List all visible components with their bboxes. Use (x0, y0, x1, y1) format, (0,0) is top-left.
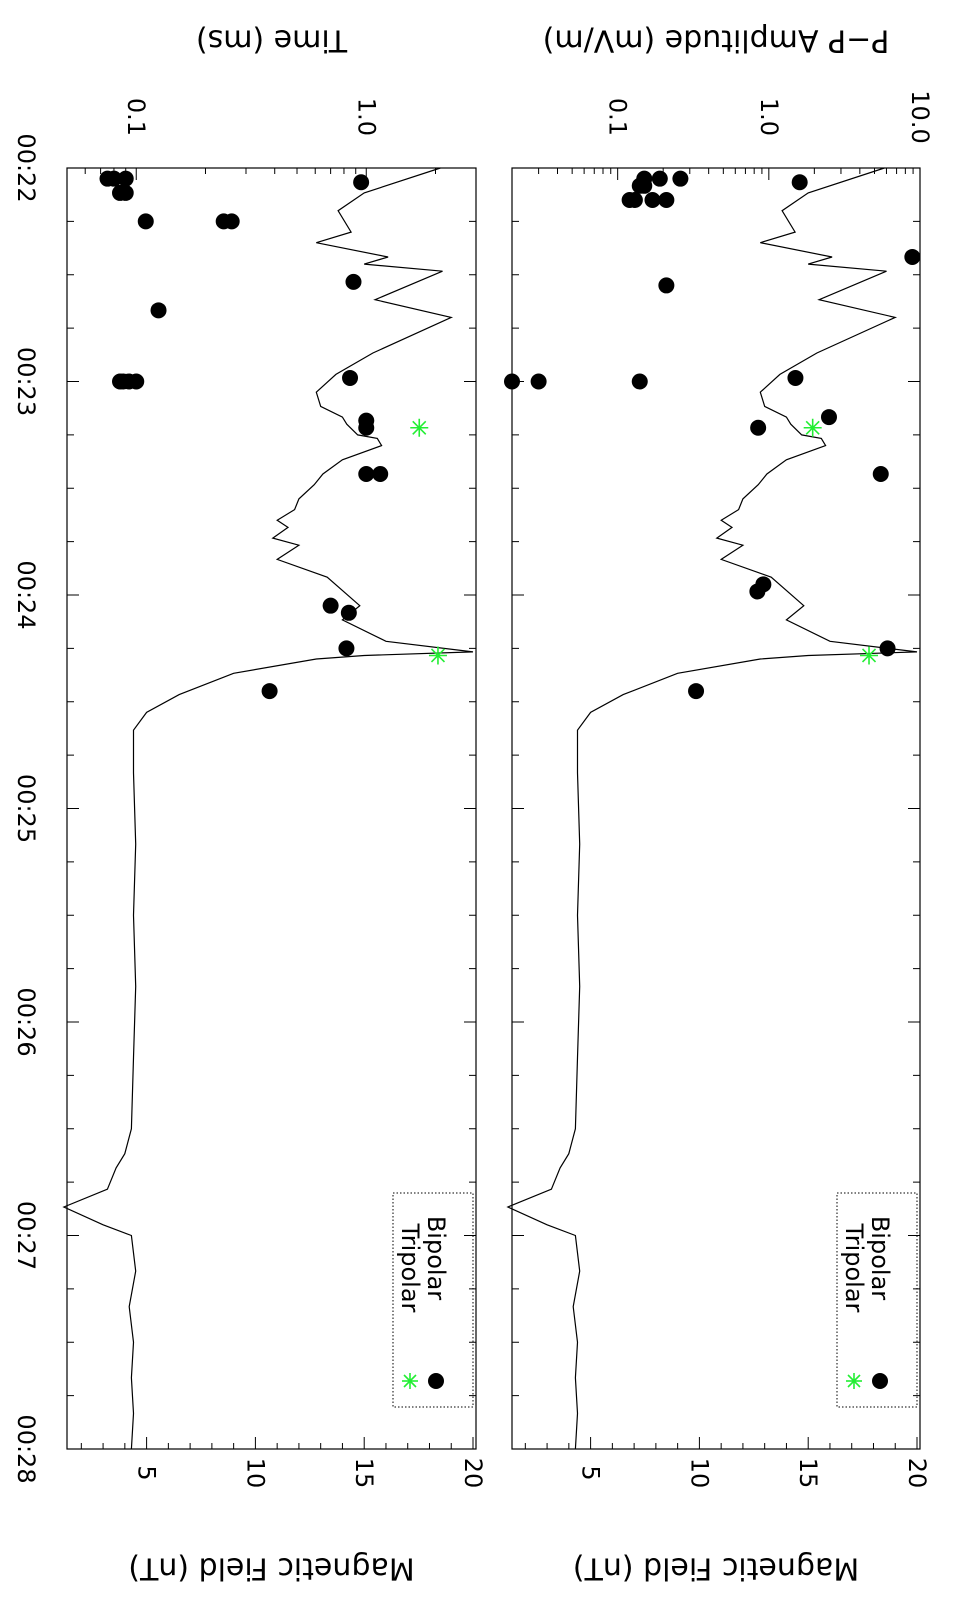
legend-marker-tripolar (846, 1373, 862, 1389)
bipolar-point (658, 192, 675, 209)
bipolar-point (644, 192, 661, 209)
magnetic-field-line (506, 167, 918, 1450)
log-tick-label: 1.0 (352, 98, 380, 136)
field-tick-label: 20 (903, 1458, 931, 1489)
bipolar-point (128, 373, 145, 390)
bipolar-point (342, 369, 359, 386)
bipolar-point (504, 373, 520, 390)
bipolar-point (137, 213, 154, 230)
bipolar-point (631, 177, 648, 194)
legend-label-bipolar: Bipolar (422, 1216, 450, 1300)
legend-label-tripolar: Tripolar (840, 1223, 868, 1313)
y-axis-title: Time (ms) (196, 23, 348, 58)
legend-marker-bipolar (872, 1373, 888, 1389)
legend-label-bipolar: Bipolar (866, 1216, 894, 1300)
legend-marker-tripolar (402, 1373, 418, 1389)
field-tick-label: 5 (577, 1465, 605, 1480)
time-tick-label: 00:27 (12, 1201, 40, 1270)
bipolar-point (820, 409, 837, 426)
bipolar-point (631, 373, 648, 390)
legend-box (836, 1192, 918, 1408)
bipolar-point (688, 683, 705, 700)
bipolar-point (353, 174, 370, 191)
bipolar-point (150, 302, 167, 319)
bipolar-point (338, 640, 355, 657)
bipolar-point (621, 192, 638, 209)
y-axis-title: P−P Amplitude (mV/m) (543, 23, 890, 58)
bipolar-point (358, 466, 375, 483)
magnetic-field-line (62, 167, 474, 1450)
log-tick-label: 0.1 (604, 98, 632, 136)
bipolar-point (530, 373, 547, 390)
time-tick-label: 00:23 (12, 347, 40, 416)
bipolar-point (904, 248, 921, 265)
tripolar-point (860, 646, 879, 665)
bipolar-point (358, 419, 375, 436)
tripolar-point (428, 646, 447, 665)
bipolar-point (750, 419, 767, 436)
bipolar-point (872, 466, 889, 483)
bipolar-point (105, 170, 122, 187)
field-tick-label: 10 (685, 1458, 713, 1489)
bipolar-point (345, 273, 362, 290)
field-tick-label: 5 (133, 1465, 161, 1480)
bipolar-point (261, 683, 278, 700)
field-tick-label: 15 (794, 1458, 822, 1489)
time-tick-label: 00:28 (12, 1414, 40, 1483)
legend-label-tripolar: Tripolar (396, 1223, 424, 1313)
time-tick-label: 00:22 (12, 133, 40, 202)
field-axis-title: Magnetic Field (nT) (128, 1551, 414, 1586)
field-tick-label: 15 (350, 1458, 378, 1489)
bipolar-point (322, 597, 339, 614)
bipolar-point (372, 466, 389, 483)
bipolar-point (672, 170, 689, 187)
bipolar-point (117, 184, 134, 201)
log-tick-label: 0.1 (122, 98, 150, 136)
legend-box (392, 1192, 474, 1408)
bipolar-point (658, 277, 675, 294)
field-axis-title: Magnetic Field (nT) (573, 1551, 859, 1586)
log-tick-label: 1.0 (755, 98, 783, 136)
bipolar-point (340, 604, 357, 621)
field-tick-label: 20 (459, 1458, 487, 1489)
bipolar-point (787, 369, 804, 386)
bipolar-point (117, 170, 134, 187)
time-tick-label: 00:24 (12, 560, 40, 629)
time-tick-label: 00:25 (12, 774, 40, 843)
bipolar-point (223, 213, 240, 230)
tripolar-point (803, 418, 822, 437)
bipolar-point (791, 174, 808, 191)
legend-marker-bipolar (428, 1373, 444, 1389)
bipolar-point (749, 583, 766, 600)
bipolar-point (879, 640, 896, 657)
time-tick-label: 00:26 (12, 987, 40, 1056)
field-tick-label: 10 (241, 1458, 269, 1489)
log-tick-label: 10.0 (906, 90, 934, 143)
tripolar-point (410, 418, 429, 437)
bipolar-point (651, 170, 668, 187)
